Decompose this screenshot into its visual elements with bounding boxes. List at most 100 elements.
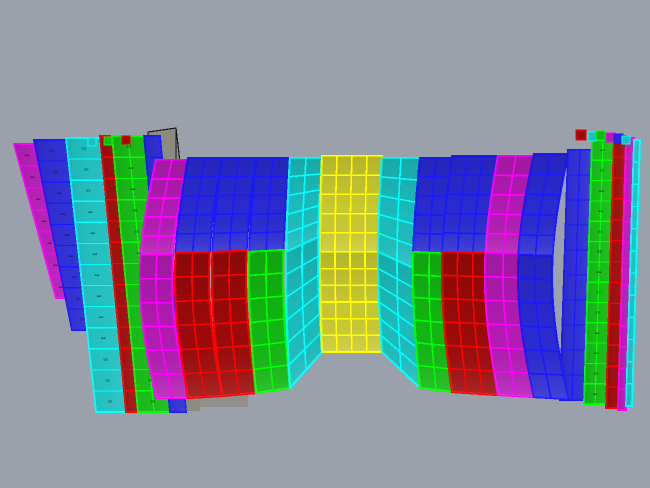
node-id-label: ≡≡ (127, 144, 132, 149)
speck-green (595, 130, 606, 141)
rfan-cyan[interactable] (625, 139, 641, 407)
band-blue-4-upper-meshline-v (428, 157, 437, 253)
band-cyan-left-upper-meshline-h (288, 173, 322, 178)
band-cyan-right[interactable] (376, 156, 422, 390)
speck-cyan-l (87, 137, 97, 147)
top-speck-group (87, 129, 631, 147)
band-blue-2[interactable] (210, 156, 258, 398)
band-blue-1-upper-meshline-h (177, 232, 212, 235)
band-blue-5-upper-meshline-h (445, 212, 492, 216)
band-blue-6[interactable] (516, 152, 570, 401)
node-id-label: ≡≡ (88, 209, 93, 214)
band-blue-1-lower-meshline-h (174, 275, 210, 278)
node-id-label: ≡≡ (595, 330, 600, 335)
band-blue-1[interactable] (173, 156, 224, 400)
band-blue-4-upper-meshline-h (413, 232, 447, 236)
band-blue-3[interactable] (247, 156, 292, 395)
band-blue-5-upper-meshline-v (456, 155, 469, 253)
node-id-label: ≡≡ (59, 285, 64, 290)
node-id-label: ≡≡ (598, 229, 603, 234)
node-id-label: ≡≡ (599, 209, 604, 214)
band-blue-4-lower-meshline-h (415, 341, 449, 347)
band-magenta-left-upper-meshline-v (156, 159, 173, 256)
node-id-label: ≡≡ (131, 187, 136, 192)
rfan-green[interactable]: ≡≡ ≡≡ ≡≡ ≡≡ ≡≡ ≡≡ ≡≡ ≡≡ ≡≡ ≡≡ ≡≡ ≡≡ ≡≡ (583, 139, 615, 405)
band-blue-6-lower-meshline-h (529, 372, 564, 376)
node-id-label: ≡≡ (137, 250, 142, 255)
band-blue-1-upper-shading (175, 158, 222, 253)
band-cyan-left-upper-meshline-v (301, 157, 307, 245)
node-id-label: ≡≡ (30, 175, 35, 180)
band-magenta-left[interactable] (138, 158, 190, 400)
node-id-label: ≡≡ (105, 378, 110, 383)
band-blue-4-lower-meshline-h (417, 364, 450, 370)
node-id-label: ≡≡ (129, 165, 134, 170)
band-blue-2-lower-meshline-h (216, 344, 251, 349)
fan-blue[interactable]: ≡≡ ≡≡ ≡≡ ≡≡ ≡≡ ≡≡ ≡≡ ≡≡ ≡≡ (32, 139, 98, 331)
band-blue-6-lower-meshline-h (517, 277, 553, 281)
band-blue-5[interactable] (440, 154, 500, 397)
node-id-label: ≡≡ (53, 169, 58, 174)
band-blue-4-upper-shading (413, 158, 452, 254)
node-id-label: ≡≡ (90, 230, 95, 235)
band-yellow-center[interactable] (318, 154, 384, 354)
band-blue-6-upper-meshline-h (522, 213, 557, 216)
right-fan-group[interactable]: ≡≡ ≡≡ ≡≡ ≡≡ ≡≡ ≡≡ ≡≡ ≡≡ ≡≡ ≡≡ ≡≡ ≡≡ ≡≡ (559, 135, 641, 411)
band-magenta-right-upper-meshline-h (486, 232, 523, 236)
rfan-magenta[interactable] (617, 137, 635, 411)
band-cyan-right-lower-meshline-h (379, 318, 419, 350)
band-cyan-right-lower-meshline-h (378, 284, 417, 310)
node-id-label: ≡≡ (596, 290, 601, 295)
band-cyan-left[interactable] (284, 156, 324, 390)
band-cyan-right-upper-meshline-v (396, 157, 402, 261)
band-blue-6-lower-meshline-h (521, 325, 556, 329)
node-id-label: ≡≡ (99, 315, 104, 320)
rfan-green-meshline-v (594, 139, 604, 405)
band-blue-5-lower-meshline-h (441, 274, 489, 278)
band-cyan-right-lower-meshline-h (378, 301, 418, 330)
band-magenta-right[interactable] (483, 154, 536, 399)
band-blue-4-upper-meshline-h (415, 213, 448, 217)
band-blue-1-upper-meshline-v (191, 157, 206, 253)
node-id-label: ≡≡ (95, 273, 100, 278)
band-magenta-right-upper-meshline-v (502, 155, 517, 254)
band-cyan-right-upper-meshline-h (380, 176, 419, 182)
band-cyan-left-lower-meshline-h (285, 255, 319, 276)
band-blue-2-lower-meshline-h (213, 321, 248, 325)
node-id-label: ≡≡ (50, 148, 55, 153)
speck-red-l (121, 135, 131, 145)
node-id-label: ≡≡ (151, 399, 156, 404)
band-blue-2-lower-meshline-h (211, 273, 247, 277)
band-cyan-left-upper-meshline-h (286, 204, 320, 216)
node-id-label: ≡≡ (597, 270, 602, 275)
node-id-label: ≡≡ (72, 275, 77, 280)
band-blue-2-upper-meshline-h (213, 231, 248, 234)
band-cyan-left-upper-meshline-h (287, 188, 321, 197)
band-blue-5-lower-meshline-h (448, 367, 495, 373)
node-id-label: ≡≡ (61, 211, 66, 216)
main-shell-group[interactable] (138, 152, 570, 401)
band-blue-3-upper-meshline-h (251, 212, 286, 216)
node-id-label: ≡≡ (36, 197, 41, 202)
band-blue-3-lower-meshline-h (250, 318, 285, 324)
band-blue-5-lower-meshline-h (446, 344, 493, 349)
rfan-blue[interactable] (559, 149, 593, 401)
node-id-label: ≡≡ (25, 153, 30, 158)
node-id-label: ≡≡ (57, 190, 62, 195)
band-magenta-right-lower-meshline-h (484, 275, 522, 279)
band-cyan-right-upper-meshline-h (377, 232, 417, 248)
node-id-label: ≡≡ (600, 168, 605, 173)
node-id-label: ≡≡ (101, 336, 106, 341)
speck-cyan-2 (621, 135, 631, 145)
speck-green-l (103, 136, 113, 146)
node-id-label: ≡≡ (93, 251, 98, 256)
node-id-label: ≡≡ (594, 351, 599, 356)
band-blue-2-upper-meshline-v (228, 157, 240, 252)
band-blue-2-upper-shading (212, 158, 256, 252)
band-yellow-center-upper-meshline-v (334, 155, 338, 253)
band-blue-3-lower-meshline-h (248, 272, 284, 277)
band-blue-4-lower-meshline-h (413, 296, 446, 301)
band-cyan-left-lower-meshline-h (286, 294, 320, 321)
